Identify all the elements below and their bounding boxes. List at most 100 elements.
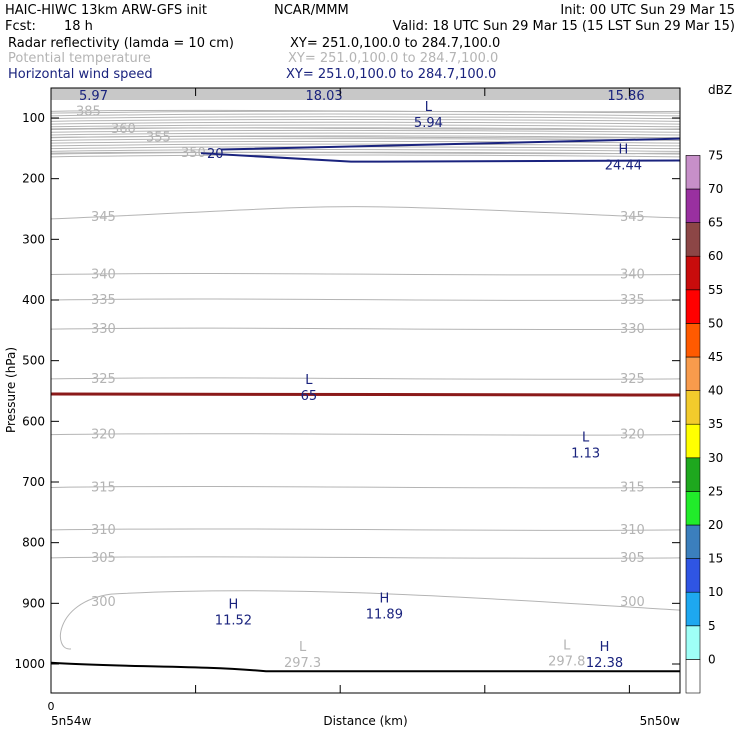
colorbar-swatch [685,558,701,593]
theta-contour-315 [50,485,681,489]
x-tick-label: 0 [48,700,55,713]
colorbar-swatch [685,591,701,627]
colorbar-tick-label: 5 [708,619,716,633]
wind-extrema-value: 12.38 [586,656,623,671]
colorbar-tick-label: 35 [708,417,723,431]
org-label: NCAR/MMM [274,3,349,18]
theta-extrema-kind: L [299,640,307,655]
theta-line [50,154,681,158]
colorbar-tick-label: 40 [708,384,723,398]
theta-line [50,129,681,133]
top-band-fill [51,88,680,100]
wind-extrema-value: 11.52 [215,613,252,628]
colorbar-tick-label: 10 [708,585,723,599]
theta-contour-300 [59,590,681,650]
theta-contour-labels: 385 360 355 350 345 345 340 340 335 335 330 330 325 3… [76,104,645,610]
theta-label-right: 315 [620,480,645,495]
terrain-line [50,661,680,673]
theta-line [50,118,681,122]
wind-extrema-kind: H [600,640,610,655]
theta-contour-325 [50,377,681,380]
colorbar-swatch [685,188,701,223]
colorbar-swatch [685,457,701,492]
top-band-value: 18.03 [305,89,342,104]
theta-label-right: 335 [620,293,645,308]
colorbar-tick-label: 50 [708,316,723,330]
theta-label-left: 315 [91,480,116,495]
theta-label-right: 310 [620,523,645,538]
theta-label-upper: 385 [76,104,101,119]
theta-contour-330 [50,327,681,331]
theta-label-left: 340 [91,268,116,283]
theta-extrema-value: 297.3 [284,656,321,671]
theta-label-left: 335 [91,293,116,308]
theta-line [50,143,681,147]
y-tick-label: 800 [22,536,45,550]
colorbar-swatch [685,323,701,358]
y-tick-label: 900 [22,596,45,610]
theta-contour-345 [50,206,681,220]
y-tick-label: 600 [22,414,45,428]
wind-extrema-value: 65 [301,389,318,404]
y-tick-label: 200 [22,172,45,186]
theta-contours [50,109,681,650]
theta-label-right: 340 [620,268,645,283]
theta-label-upper: 355 [146,130,171,145]
theta-label-left: 320 [91,428,116,443]
model-title: HAIC-HIWC 13km ARW-GFS init [5,3,207,18]
theta-contour-340 [50,273,681,276]
x-axis-label: Distance (km) [323,714,407,728]
top-band-value: 15.86 [607,89,644,104]
y-tick-label: 1000 [14,657,45,671]
wind-extrema-kind: L [305,373,313,388]
theta-line [50,116,681,120]
forecast-hours: 18 h [64,19,93,34]
theta-label-left: 325 [91,372,116,387]
wind-extrema-value: 11.89 [366,607,403,622]
y-tick-label: 700 [22,475,45,489]
colorbar-tick-label: 60 [708,249,723,263]
theta-contour-355 [50,135,681,139]
colorbar-swatch [685,222,701,257]
top-band: 5.97 18.03 15.86 [51,88,680,104]
theta-extrema-value: 297.8 [548,655,585,670]
wind-extrema-kind: L [582,431,590,446]
theta-label-left: 310 [91,523,116,538]
theta-label-upper: 360 [111,122,136,137]
theta-line [50,148,681,152]
colorbar-swatch [685,390,701,425]
colorbar-tick-label: 75 [708,148,723,162]
colorbar-tick-label: 0 [708,652,716,666]
wind-extrema-kind: H [379,591,389,606]
init-time: Init: 00 UTC Sun 29 Mar 15 [560,3,735,18]
colorbar-tick-label: 70 [708,182,723,196]
theta-contour-320 [50,433,681,436]
wind-extrema-kind: H [229,597,239,612]
theta-line [50,124,681,128]
colorbar-swatch [685,255,701,291]
theta-contour-350 [50,151,681,155]
y-tick-label: 300 [22,232,45,246]
theta-label-left: 300 [91,595,116,610]
colorbar-swatch [685,659,701,694]
theta-contour-305 [50,556,681,559]
field-name-reflectivity: Radar reflectivity (lamda = 10 cm) [8,36,234,51]
theta-label-right: 300 [620,595,645,610]
theta-label-right: 345 [620,210,645,225]
wind-extrema-value: 5.94 [414,116,443,131]
theta-label-right: 320 [620,428,645,443]
forecast-label: Fcst: [5,19,36,34]
y-tick-label: 500 [22,354,45,368]
theta-line [50,140,681,144]
wind-extrema-value: 1.13 [571,447,600,462]
colorbar-tick-label: 25 [708,484,723,498]
theta-line [50,121,681,125]
wind-contours: 20 [50,137,681,673]
plot-area [51,88,680,693]
theta-label-left: 345 [91,210,116,225]
theta-extrema-kind: L [563,639,571,654]
theta-contour-360 [50,127,681,130]
plot-frame [50,87,681,694]
y-axis-label: Pressure (hPa) [4,347,18,433]
